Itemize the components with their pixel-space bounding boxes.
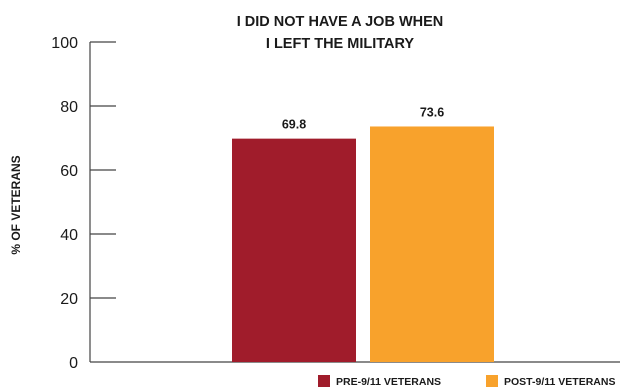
y-tick-label: 60 — [60, 163, 78, 180]
legend-label: POST-9/11 VETERANS — [504, 376, 615, 388]
y-tick-label: 0 — [69, 355, 78, 372]
chart-title-line: I LEFT THE MILITARY — [266, 36, 415, 52]
bar-post-911 — [370, 126, 494, 362]
legend-swatch — [486, 375, 498, 387]
y-tick-label: 40 — [60, 227, 78, 244]
legend-swatch — [318, 375, 330, 387]
chart-title: I DID NOT HAVE A JOB WHEN I LEFT THE MILI… — [237, 14, 444, 52]
bar-value-label: 73.6 — [420, 105, 444, 119]
y-axis-label: % OF VETERANS — [9, 155, 23, 254]
legend-label: PRE-9/11 VETERANS — [336, 376, 441, 388]
chart-title-line: I DID NOT HAVE A JOB WHEN — [237, 14, 444, 30]
y-tick-label: 20 — [60, 291, 78, 308]
bar-value-label: 69.8 — [282, 118, 306, 132]
bar-pre-911 — [232, 138, 356, 362]
y-tick-label: 100 — [51, 35, 78, 52]
y-tick-label: 80 — [60, 99, 78, 116]
